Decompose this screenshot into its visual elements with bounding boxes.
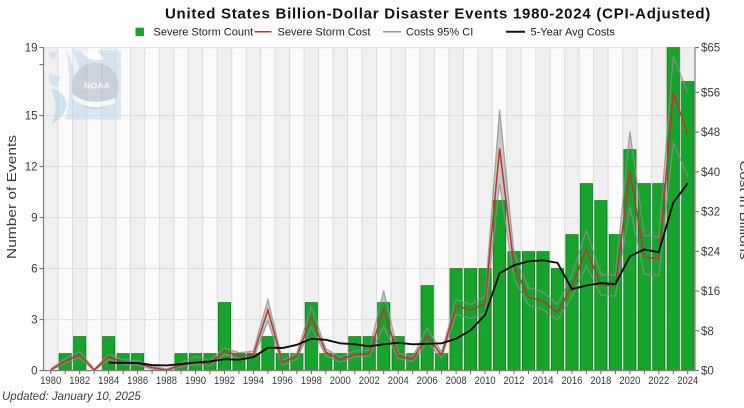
svg-text:1986: 1986: [127, 375, 148, 387]
svg-text:2020: 2020: [619, 375, 640, 387]
svg-text:19: 19: [25, 43, 38, 55]
svg-text:$56: $56: [701, 87, 720, 99]
svg-text:2012: 2012: [504, 375, 525, 387]
svg-text:1996: 1996: [272, 375, 293, 387]
svg-text:6: 6: [31, 264, 37, 276]
svg-text:$24: $24: [701, 246, 721, 258]
svg-text:1998: 1998: [301, 375, 322, 387]
svg-text:$40: $40: [701, 167, 720, 179]
svg-text:2010: 2010: [475, 375, 496, 387]
svg-text:9: 9: [31, 213, 37, 225]
svg-text:2004: 2004: [388, 375, 409, 387]
svg-text:United States Billion-Dollar D: United States Billion-Dollar Disaster Ev…: [165, 6, 711, 23]
svg-text:2002: 2002: [359, 375, 380, 387]
svg-text:Severe Storm Cost: Severe Storm Cost: [278, 27, 371, 39]
svg-text:$16: $16: [701, 286, 720, 298]
svg-text:$65: $65: [701, 43, 720, 55]
svg-text:12: 12: [25, 162, 38, 174]
svg-text:1980: 1980: [40, 375, 61, 387]
svg-text:Cost in Billions: Cost in Billions: [737, 161, 744, 261]
svg-text:3: 3: [31, 315, 37, 327]
svg-text:1990: 1990: [185, 375, 206, 387]
svg-text:Severe Storm Count: Severe Storm Count: [154, 27, 254, 39]
svg-text:5-Year Avg Costs: 5-Year Avg Costs: [531, 27, 616, 39]
svg-text:1988: 1988: [156, 375, 177, 387]
svg-text:2014: 2014: [532, 375, 553, 387]
svg-text:1994: 1994: [243, 375, 264, 387]
svg-text:1992: 1992: [214, 375, 235, 387]
svg-text:$0: $0: [701, 366, 714, 378]
svg-text:2006: 2006: [417, 375, 438, 387]
svg-text:2022: 2022: [648, 375, 669, 387]
svg-text:0: 0: [31, 366, 37, 378]
svg-text:$32: $32: [701, 207, 720, 219]
svg-text:1984: 1984: [98, 375, 119, 387]
svg-text:2024: 2024: [677, 375, 698, 387]
svg-text:2008: 2008: [446, 375, 467, 387]
svg-text:Number of Events: Number of Events: [4, 134, 19, 259]
svg-text:15: 15: [25, 111, 38, 123]
svg-text:Updated: January 10, 2025: Updated: January 10, 2025: [2, 391, 141, 403]
svg-text:$48: $48: [701, 127, 720, 139]
svg-text:2000: 2000: [330, 375, 351, 387]
svg-text:2016: 2016: [561, 375, 582, 387]
svg-text:NOAA: NOAA: [84, 82, 110, 91]
svg-text:2018: 2018: [590, 375, 611, 387]
svg-text:1982: 1982: [69, 375, 90, 387]
svg-text:Costs 95% CI: Costs 95% CI: [406, 27, 473, 39]
svg-text:$8: $8: [701, 326, 714, 338]
